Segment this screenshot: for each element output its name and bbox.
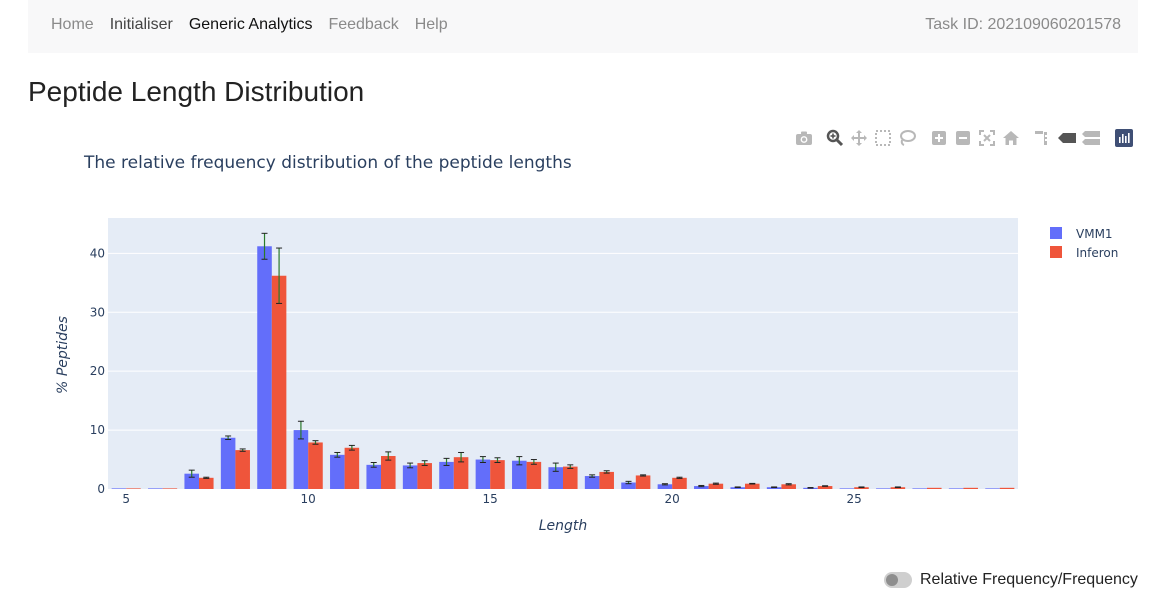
bar-inferon-27[interactable] [927,487,942,489]
bar-inferon-28[interactable] [963,487,978,489]
spike-lines-icon[interactable] [1033,128,1053,148]
y-tick-label: 40 [90,246,105,260]
bar-inferon-5[interactable] [126,488,141,489]
bar-inferon-24[interactable] [817,486,833,489]
hover-compare-icon[interactable] [1081,128,1101,148]
bar-inferon-29[interactable] [999,487,1015,489]
legend: VMM1 Inferon [1050,227,1118,260]
nav-initialiser-link[interactable]: Initialiser [109,16,173,33]
legend-swatch-inferon[interactable] [1050,246,1062,258]
chart-modebar [794,128,1139,148]
nav-home-link[interactable]: Home [51,16,94,33]
peptide-length-chart: The relative frequency distribution of t… [55,153,1118,534]
hover-closest-icon[interactable] [1057,128,1077,148]
bar-inferon-26[interactable] [890,487,906,489]
bar-vmm1-27[interactable] [912,488,927,489]
bar-vmm1-15[interactable] [475,459,491,489]
toggle-label: Relative Frequency/Frequency [920,571,1138,588]
chart-title: The relative frequency distribution of t… [83,153,572,173]
bar-inferon-22[interactable] [745,483,760,489]
bar-vmm1-5[interactable] [111,488,127,489]
bar-inferon-13[interactable] [417,463,432,489]
bar-vmm1-22[interactable] [730,487,745,489]
y-tick-label: 10 [90,423,105,437]
autoscale-icon[interactable] [977,128,997,148]
top-navbar: Home Initialiser Generic Analytics Feedb… [28,0,1138,53]
relative-frequency-toggle[interactable] [884,572,912,588]
nav-feedback-link[interactable]: Feedback [328,16,399,33]
y-tick-label: 0 [97,482,105,496]
nav-generic-analytics-link[interactable]: Generic Analytics [188,16,313,33]
bar-vmm1-7[interactable] [184,473,199,489]
bar-vmm1-6[interactable] [148,488,163,489]
x-tick-label: 15 [483,492,498,506]
page-title: Peptide Length Distribution [28,76,365,107]
bar-vmm1-29[interactable] [985,488,1000,489]
bar-vmm1-8[interactable] [220,437,236,489]
bar-inferon-10[interactable] [308,442,323,489]
bar-inferon-20[interactable] [672,477,687,489]
bar-inferon-25[interactable] [854,487,869,489]
bar-vmm1-16[interactable] [512,460,527,489]
bar-vmm1-14[interactable] [439,461,454,489]
nav-help-link[interactable]: Help [414,16,448,33]
bar-vmm1-11[interactable] [330,454,345,489]
x-tick-label: 20 [665,492,680,506]
x-axis-label: Length [539,518,588,534]
bar-vmm1-18[interactable] [584,476,600,489]
bar-inferon-21[interactable] [708,483,724,489]
bar-inferon-12[interactable] [381,456,396,489]
pan-icon[interactable] [849,128,869,148]
plotly-logo-icon[interactable] [1114,128,1134,148]
bar-vmm1-9[interactable] [257,246,272,489]
bar-vmm1-20[interactable] [657,484,673,489]
bar-inferon-9[interactable] [271,275,287,489]
legend-label-vmm1[interactable]: VMM1 [1076,227,1113,241]
legend-swatch-vmm1[interactable] [1050,227,1062,239]
bar-vmm1-23[interactable] [766,487,782,489]
bar-inferon-15[interactable] [490,460,505,489]
bars [111,246,1015,489]
bar-vmm1-13[interactable] [402,465,418,489]
bar-inferon-16[interactable] [526,461,542,489]
x-tick-label: 10 [301,492,316,506]
legend-label-inferon[interactable]: Inferon [1076,246,1118,260]
bar-inferon-14[interactable] [453,457,469,489]
relative-frequency-toggle-group: Relative Frequency/Frequency [884,571,1138,589]
error-bars [188,232,901,489]
box-select-icon[interactable] [873,128,893,148]
reset-axes-icon[interactable] [1001,128,1021,148]
bar-inferon-11[interactable] [344,447,360,489]
plot-area[interactable] [108,218,1018,489]
zoom-in-icon[interactable] [929,128,949,148]
y-tick-label: 20 [90,364,105,378]
bar-inferon-23[interactable] [781,484,796,489]
bar-vmm1-25[interactable] [839,488,855,489]
x-tick-label: 5 [122,492,130,506]
zoom-icon[interactable] [825,128,845,148]
bar-inferon-7[interactable] [199,477,214,489]
bar-vmm1-19[interactable] [621,482,636,489]
bar-inferon-19[interactable] [635,475,651,489]
y-tick-label: 30 [90,305,105,319]
zoom-out-icon[interactable] [953,128,973,148]
task-id-label: Task ID: 202109060201578 [925,16,1121,33]
toggle-knob [886,574,898,586]
camera-icon[interactable] [794,128,814,148]
bar-vmm1-17[interactable] [548,467,563,489]
bar-vmm1-21[interactable] [694,486,709,489]
bar-vmm1-26[interactable] [876,488,891,489]
y-axis-label: % Peptides [55,316,71,394]
lasso-icon[interactable] [897,128,917,148]
bar-inferon-18[interactable] [599,471,614,489]
bar-vmm1-28[interactable] [948,488,964,489]
bar-vmm1-12[interactable] [366,464,381,489]
x-tick-label: 25 [847,492,862,506]
bar-inferon-6[interactable] [162,488,178,489]
bar-vmm1-10[interactable] [293,430,309,489]
bar-inferon-8[interactable] [235,450,250,489]
axis-ticks: 0 10 20 30 40 5 10 15 20 25 [90,246,862,506]
bar-inferon-17[interactable] [563,466,578,489]
nav-links: Home Initialiser Generic Analytics Feedb… [51,16,464,34]
